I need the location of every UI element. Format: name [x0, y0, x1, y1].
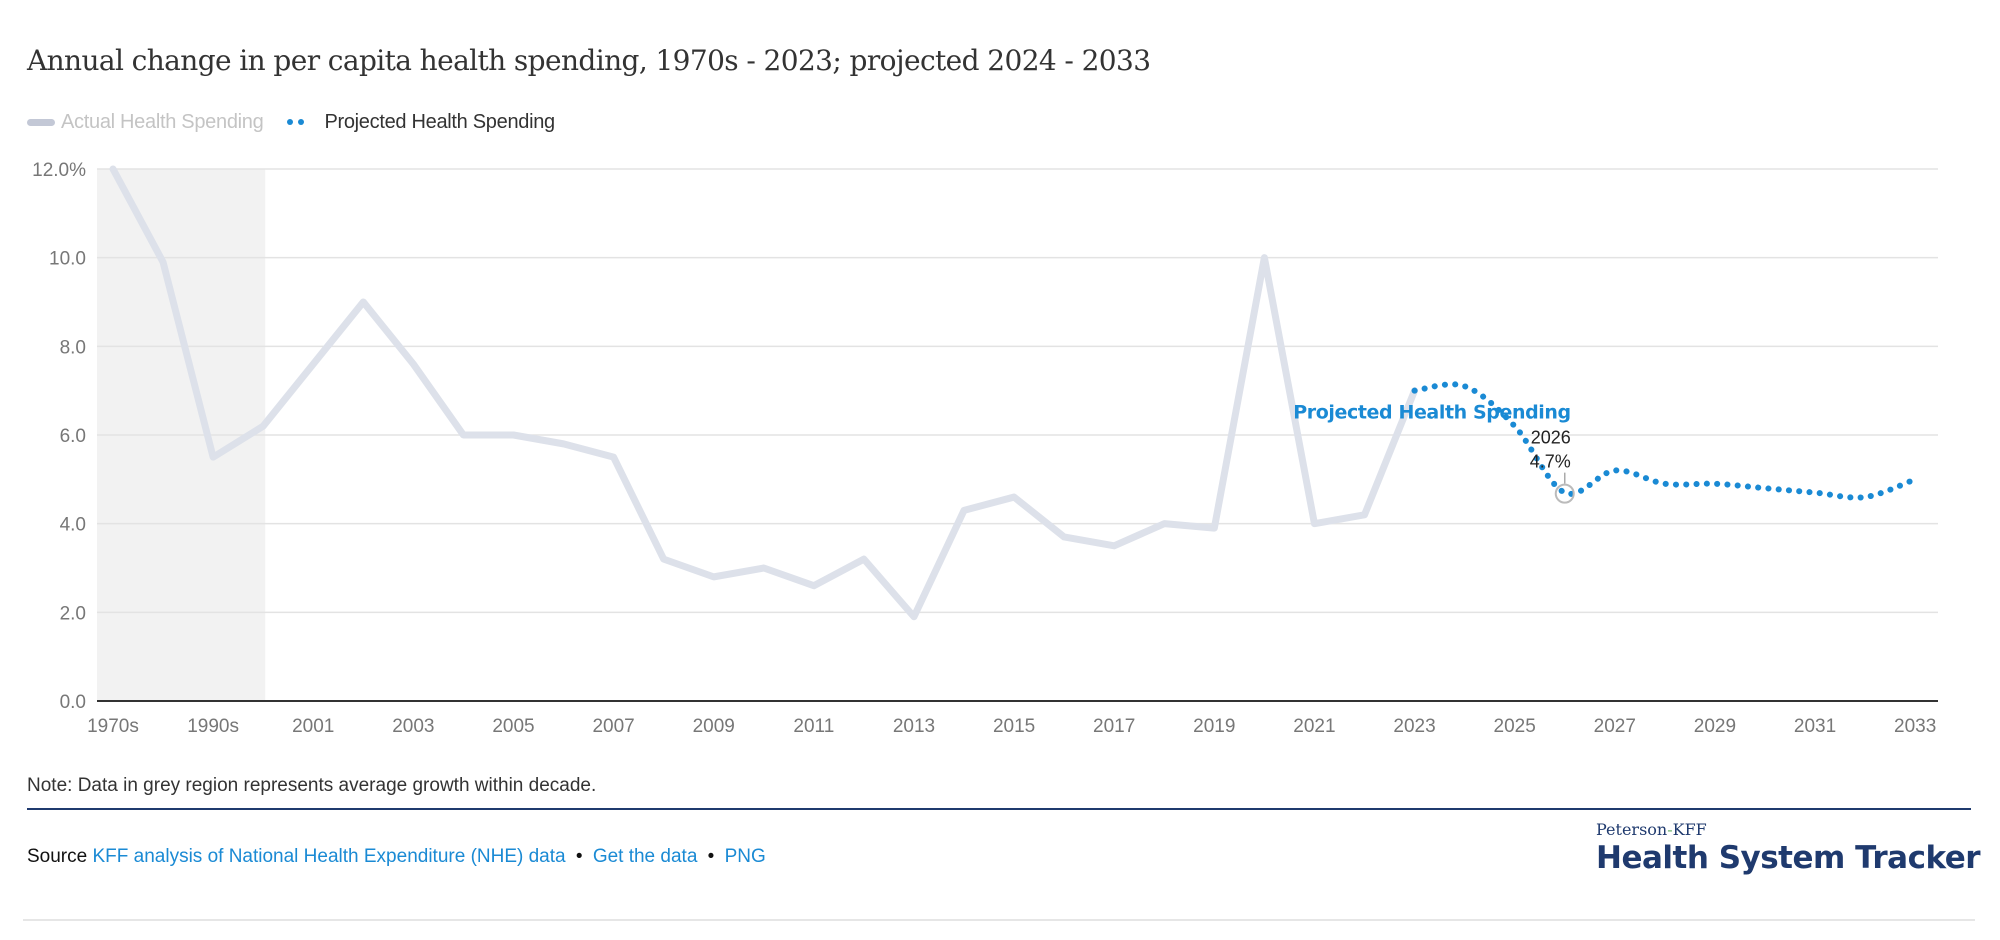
separator: •: [575, 846, 583, 867]
logo-hyphen: -: [1667, 820, 1673, 839]
x-tick-label: 1990s: [187, 716, 239, 737]
x-tick-label: 2013: [893, 716, 935, 737]
source-link-nhe[interactable]: KFF analysis of National Health Expendit…: [92, 846, 566, 867]
y-tick-label: 10.0: [49, 249, 86, 270]
y-tick-label: 12.0%: [32, 160, 86, 181]
legend-label-actual: Actual Health Spending: [61, 110, 264, 133]
y-tick-label: 0.0: [60, 692, 86, 713]
logo-peterson: Peterson: [1596, 820, 1668, 839]
get-the-data-link[interactable]: Get the data: [592, 846, 698, 867]
hover-marker-circle: [1554, 483, 1575, 504]
series-label-projected: Projected Health Spending: [1293, 402, 1570, 424]
tooltip-year: 2026: [1531, 428, 1571, 448]
x-tick-label: 1970s: [87, 716, 139, 737]
x-tick-label: 2007: [592, 716, 634, 737]
source-label: Source: [27, 846, 88, 867]
x-tick-label: 2001: [292, 716, 334, 737]
logo-title: Health System Tracker: [1596, 840, 1981, 876]
chart-note: Note: Data in grey region represents ave…: [27, 775, 597, 796]
legend-item-actual[interactable]: Actual Health Spending: [27, 110, 264, 134]
legend: Actual Health Spending Projected Health …: [27, 108, 555, 136]
x-tick-label: 2029: [1694, 716, 1736, 737]
x-tick-label: 2003: [392, 716, 434, 737]
y-tick-label: 8.0: [60, 337, 86, 358]
y-tick-label: 2.0: [60, 603, 86, 624]
tooltip-value: 4.7%: [1530, 452, 1571, 472]
legend-item-projected[interactable]: Projected Health Spending: [263, 110, 555, 134]
legend-label-projected: Projected Health Spending: [324, 110, 555, 133]
bottom-divider: [23, 919, 1975, 921]
x-tick-label: 2011: [793, 716, 834, 737]
y-tick-label: 6.0: [60, 426, 86, 447]
series-line-actual: [109, 165, 1419, 621]
line-chart: 0.0 2.0 4.0 6.0 8.0 10.0 12.0% 1970s 1990s 2001 2…: [32, 160, 1938, 737]
x-tick-label: 2005: [492, 716, 534, 737]
x-tick-label: 2031: [1794, 716, 1836, 737]
x-tick-label: 2023: [1393, 716, 1435, 737]
png-download-link[interactable]: PNG: [724, 846, 766, 867]
source-line: Source KFF analysis of National Health E…: [27, 846, 766, 868]
logo-kff: KFF: [1672, 820, 1707, 839]
separator: •: [707, 846, 715, 867]
x-tick-label: 2021: [1293, 716, 1335, 737]
x-tick-label: 2027: [1594, 716, 1636, 737]
x-tick-label: 2017: [1093, 716, 1135, 737]
logo-subtitle: Peterson-KFF: [1596, 820, 1980, 840]
chart-title: Annual change in per capita health spend…: [27, 44, 1151, 77]
dotted-line-icon: [287, 119, 305, 125]
x-tick-label: 2019: [1193, 716, 1235, 737]
series-line-projected: [1411, 381, 1919, 501]
peterson-kff-logo[interactable]: Peterson-KFF Health System Tracker: [1596, 820, 1981, 876]
x-tick-label: 2015: [993, 716, 1035, 737]
x-tick-label: 2033: [1894, 716, 1936, 737]
footer-divider: [27, 808, 1971, 810]
solid-line-icon: [27, 118, 55, 126]
x-tick-label: 2009: [693, 716, 735, 737]
y-tick-label: 4.0: [60, 515, 86, 536]
x-tick-label: 2025: [1494, 716, 1536, 737]
